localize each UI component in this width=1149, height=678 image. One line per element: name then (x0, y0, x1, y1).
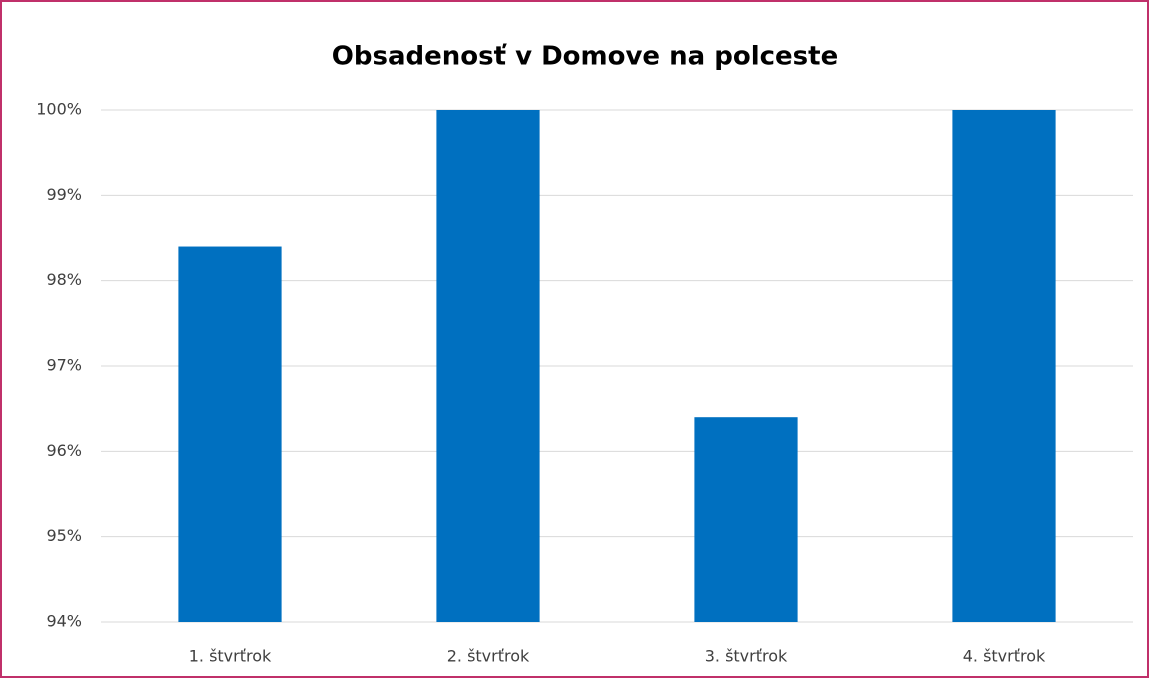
y-tick-label: 97% (46, 356, 82, 375)
chart-title: Obsadenosť v Domove na polceste (332, 42, 838, 72)
y-tick-label: 94% (46, 612, 82, 631)
x-tick-label: 1. štvrťrok (189, 647, 272, 666)
x-tick-label: 4. štvrťrok (963, 647, 1046, 666)
y-tick-label: 100% (36, 100, 82, 119)
bar (178, 246, 282, 623)
x-tick-label: 2. štvrťrok (447, 647, 530, 666)
y-tick-label: 98% (46, 270, 82, 289)
bar (436, 110, 540, 622)
y-tick-label: 95% (46, 526, 82, 545)
bar (952, 110, 1056, 622)
y-tick-label: 99% (46, 185, 82, 204)
y-tick-label: 96% (46, 441, 82, 460)
x-tick-label: 3. štvrťrok (705, 647, 788, 666)
bar (694, 417, 798, 622)
